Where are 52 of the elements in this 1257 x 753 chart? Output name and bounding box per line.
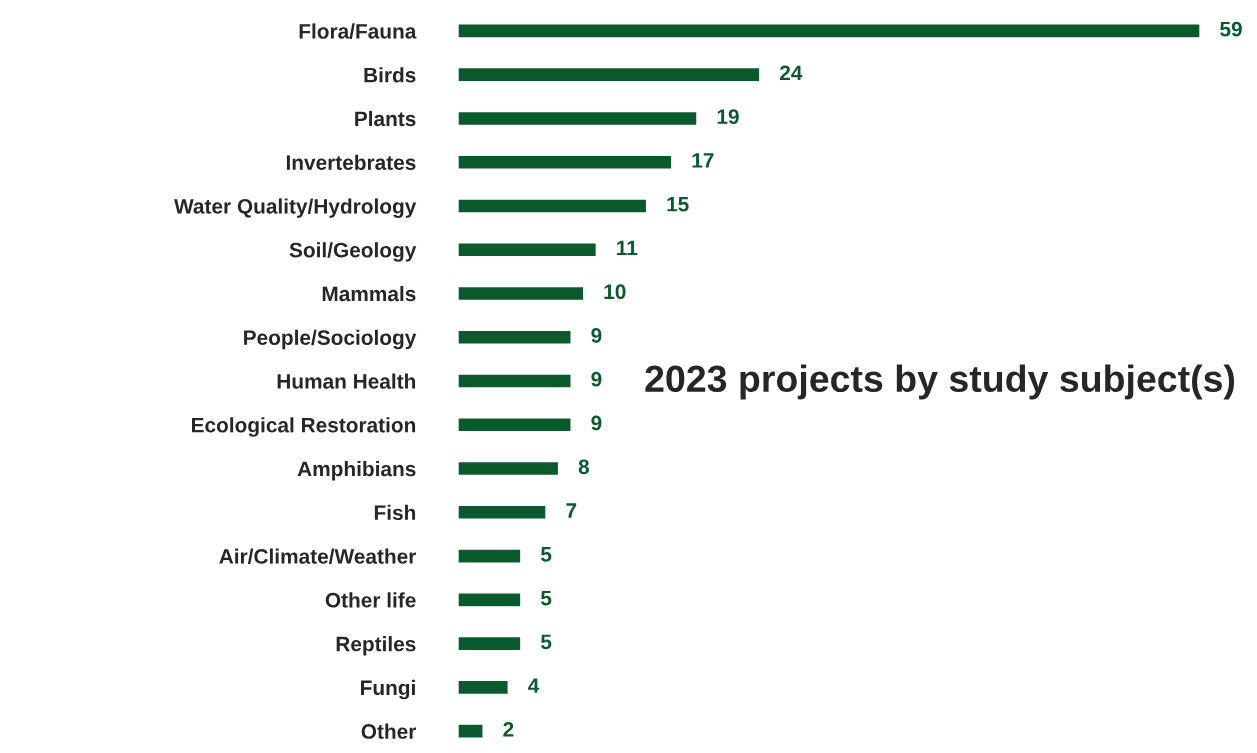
y-tick-label: Mammals <box>322 285 416 302</box>
bar <box>458 548 522 564</box>
data-label: 9 <box>591 328 602 343</box>
bar <box>458 417 572 433</box>
y-tick-label: Other <box>361 723 417 739</box>
y-tick-label: Ecological Restoration <box>192 417 416 437</box>
data-label: 7 <box>566 503 577 518</box>
data-label: 19 <box>717 109 739 125</box>
y-tick-label: Flora/Fauna <box>299 23 417 39</box>
data-label: 15 <box>667 197 689 212</box>
data-label: 24 <box>780 65 803 81</box>
data-label: 4 <box>528 678 540 693</box>
data-label: 8 <box>578 459 589 475</box>
bar <box>458 635 522 652</box>
data-label: 5 <box>540 634 552 650</box>
bar <box>458 110 698 127</box>
y-tick-label: Fish <box>374 504 416 521</box>
data-label: 10 <box>604 284 626 300</box>
bar <box>458 723 484 739</box>
bar <box>458 198 648 214</box>
data-label: 11 <box>617 240 638 256</box>
y-tick-label: Invertebrates <box>286 154 416 170</box>
data-label: 9 <box>591 415 602 431</box>
y-tick-label: Human Health <box>277 373 416 389</box>
data-label: 17 <box>692 153 714 168</box>
bar <box>458 460 560 477</box>
data-label: 59 <box>1220 21 1242 37</box>
data-label: 2 <box>503 721 514 737</box>
bar <box>458 154 673 170</box>
bar <box>458 242 598 258</box>
bar <box>458 679 510 696</box>
bar <box>458 504 547 521</box>
bar <box>458 66 761 83</box>
y-tick-label: Birds <box>364 67 416 83</box>
data-label: 5 <box>540 547 552 562</box>
y-tick-label: People/Sociology <box>244 329 417 350</box>
y-tick-label: Water Quality/Hydrology <box>174 198 417 218</box>
y-tick-label: Plants <box>355 110 416 127</box>
y-tick-label: Soil/Geology <box>289 242 417 262</box>
bar <box>458 285 585 302</box>
bar <box>458 592 522 608</box>
y-tick-label: Amphibians <box>297 460 416 481</box>
data-label: 5 <box>540 590 552 606</box>
data-label: 9 <box>591 371 602 387</box>
y-tick-label: Fungi <box>361 679 415 700</box>
bar <box>458 23 1200 39</box>
y-tick-label: Reptiles <box>336 636 416 656</box>
y-tick-label: Air/Climate/Weather <box>219 548 417 565</box>
bar <box>458 329 572 345</box>
bar <box>458 373 572 389</box>
y-tick-label: Other life <box>325 592 416 608</box>
text: 2023 projects by study subject(s) <box>645 364 1235 400</box>
